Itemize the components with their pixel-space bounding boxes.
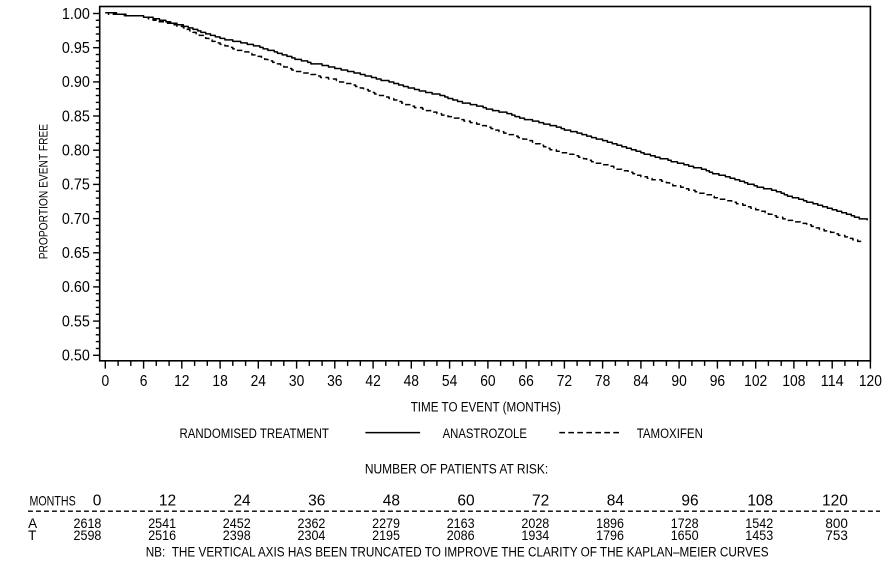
svg-text:1934: 1934 [521,528,549,543]
svg-text:2516: 2516 [148,528,176,543]
svg-text:120: 120 [822,493,848,510]
svg-text:96: 96 [710,373,725,390]
svg-text:18: 18 [212,373,227,390]
svg-text:120: 120 [859,373,882,390]
svg-text:2618: 2618 [74,516,102,531]
svg-text:72: 72 [532,493,549,510]
svg-text:54: 54 [442,373,458,390]
svg-text:753: 753 [825,528,848,543]
svg-text:800: 800 [825,516,848,531]
svg-text:78: 78 [595,373,610,390]
svg-text:0: 0 [93,493,102,510]
svg-text:1896: 1896 [596,516,624,531]
svg-text:0.80: 0.80 [62,143,90,160]
svg-text:114: 114 [821,373,844,390]
svg-text:T: T [28,528,36,543]
svg-text:RANDOMISED TREATMENT: RANDOMISED TREATMENT [180,426,329,441]
svg-text:2452: 2452 [223,516,251,531]
svg-text:0.85: 0.85 [62,108,90,125]
svg-text:0.70: 0.70 [62,211,90,228]
svg-text:102: 102 [744,373,767,390]
svg-text:2541: 2541 [148,516,176,531]
svg-text:66: 66 [518,373,533,390]
svg-text:1728: 1728 [671,516,699,531]
svg-text:2398: 2398 [223,528,251,543]
svg-text:2195: 2195 [372,528,400,543]
svg-text:108: 108 [782,373,805,390]
svg-text:108: 108 [747,493,773,510]
svg-text:1.00: 1.00 [62,6,90,23]
svg-text:36: 36 [308,493,325,510]
svg-text:60: 60 [457,493,475,510]
svg-text:0.90: 0.90 [62,74,90,91]
svg-text:48: 48 [383,493,400,510]
svg-text:0.75: 0.75 [62,177,90,194]
svg-text:6: 6 [140,373,148,390]
svg-text:24: 24 [233,493,251,510]
svg-text:TIME TO EVENT (MONTHS): TIME TO EVENT (MONTHS) [411,399,561,414]
svg-text:2028: 2028 [521,516,549,531]
svg-text:0.65: 0.65 [62,245,90,262]
svg-text:1650: 1650 [671,528,699,543]
svg-text:ANASTROZOLE: ANASTROZOLE [443,426,527,441]
svg-text:0.60: 0.60 [62,279,90,296]
svg-text:36: 36 [327,373,342,390]
svg-text:0: 0 [101,373,109,390]
svg-text:2304: 2304 [298,528,326,543]
svg-text:90: 90 [671,373,687,390]
svg-text:24: 24 [251,373,267,390]
svg-text:2086: 2086 [447,528,475,543]
svg-text:MONTHS: MONTHS [30,493,76,509]
svg-text:30: 30 [289,373,305,390]
svg-text:NB: THE VERTICAL AXIS HAS BEE: NB: THE VERTICAL AXIS HAS BEEN TRUNCATED… [146,545,769,560]
svg-text:60: 60 [480,373,496,390]
svg-text:12: 12 [174,373,189,390]
svg-text:2598: 2598 [74,528,102,543]
svg-text:84: 84 [607,493,625,510]
svg-text:0.95: 0.95 [62,40,90,57]
svg-text:2279: 2279 [372,516,400,531]
svg-text:2163: 2163 [447,516,475,531]
svg-text:48: 48 [404,373,419,390]
svg-text:A: A [28,516,37,531]
svg-text:42: 42 [365,373,380,390]
svg-text:0.55: 0.55 [62,313,90,330]
svg-text:72: 72 [557,373,572,390]
svg-text:2362: 2362 [298,516,326,531]
svg-text:TAMOXIFEN: TAMOXIFEN [637,426,703,441]
svg-text:12: 12 [159,493,176,510]
svg-text:1453: 1453 [745,528,773,543]
svg-text:1796: 1796 [596,528,624,543]
svg-text:0.50: 0.50 [62,348,90,365]
svg-text:NUMBER OF PATIENTS AT RISK:: NUMBER OF PATIENTS AT RISK: [365,462,548,477]
svg-text:96: 96 [681,493,698,510]
svg-text:1542: 1542 [745,516,773,531]
svg-text:PROPORTION EVENT FREE: PROPORTION EVENT FREE [37,124,51,259]
svg-text:84: 84 [633,373,649,390]
